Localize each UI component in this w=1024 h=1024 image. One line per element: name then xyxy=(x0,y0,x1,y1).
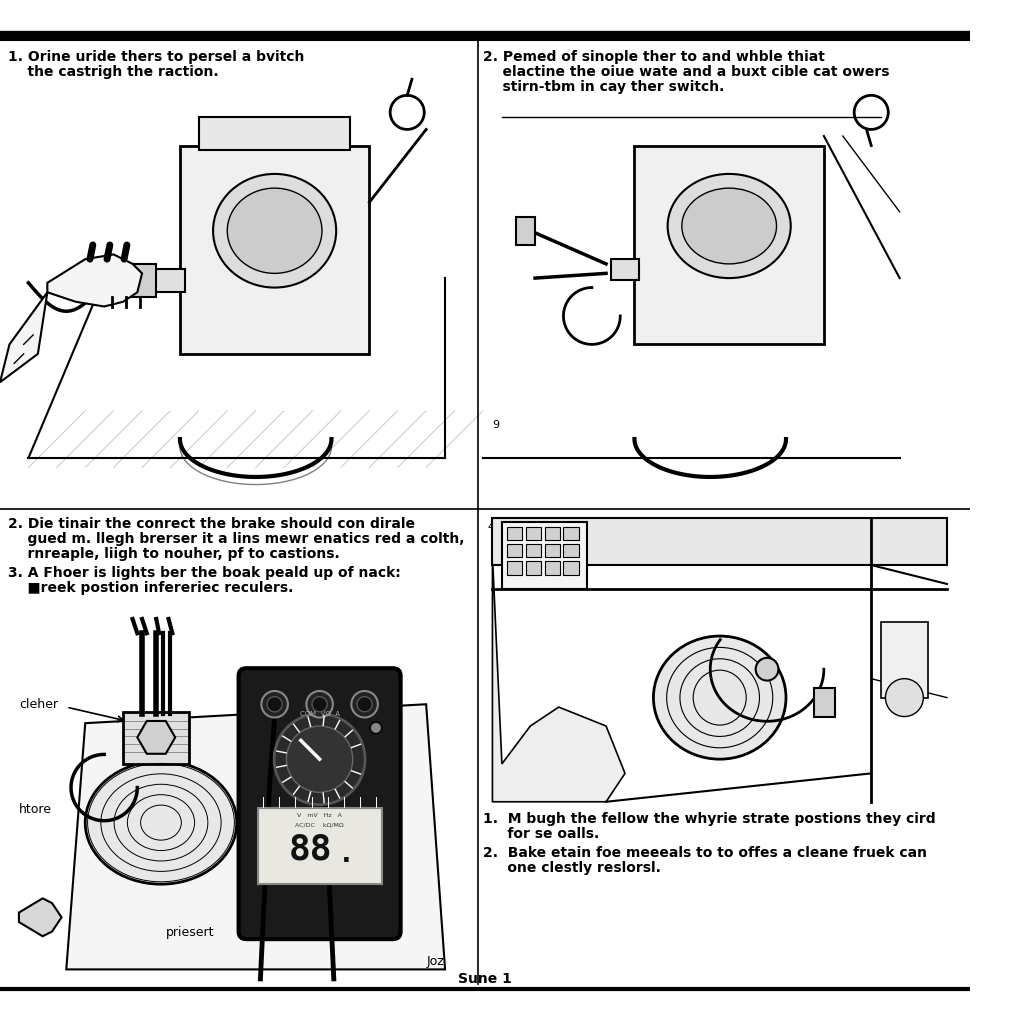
Text: .: . xyxy=(338,840,354,868)
Polygon shape xyxy=(18,898,61,936)
Ellipse shape xyxy=(213,174,336,288)
Text: V   mV   Hz   A: V mV Hz A xyxy=(297,813,342,818)
Text: priesert: priesert xyxy=(166,926,214,939)
Text: 88: 88 xyxy=(289,833,332,866)
Bar xyxy=(525,527,541,541)
Bar xyxy=(507,544,522,557)
Polygon shape xyxy=(67,705,445,970)
Polygon shape xyxy=(0,292,47,382)
Bar xyxy=(123,712,189,764)
FancyBboxPatch shape xyxy=(239,669,400,939)
Circle shape xyxy=(312,696,328,712)
Bar xyxy=(545,561,560,574)
Text: cleher: cleher xyxy=(18,698,58,712)
Text: ■reek postion infereriec reculers.: ■reek postion infereriec reculers. xyxy=(7,581,293,595)
Ellipse shape xyxy=(653,636,786,759)
Text: Sune 1: Sune 1 xyxy=(458,972,512,986)
Bar xyxy=(507,527,522,541)
Circle shape xyxy=(351,691,378,718)
Text: COM  VΩ  A: COM VΩ A xyxy=(300,711,340,717)
Ellipse shape xyxy=(85,761,237,884)
Text: 3. A Fhoer is lights ber the boak peald up of nack:: 3. A Fhoer is lights ber the boak peald … xyxy=(7,566,400,580)
Bar xyxy=(516,216,536,245)
Text: 2.  Bake etain foe meeeals to to offes a cleane fruek can: 2. Bake etain foe meeeals to to offes a … xyxy=(483,846,927,860)
Bar xyxy=(610,259,639,280)
Bar xyxy=(525,544,541,557)
Bar xyxy=(258,808,382,884)
Circle shape xyxy=(886,679,924,717)
Text: stirn-tbm in cay ther switch.: stirn-tbm in cay ther switch. xyxy=(483,80,724,94)
Text: AC/DC    kΩ/MΩ: AC/DC kΩ/MΩ xyxy=(295,823,344,828)
Bar xyxy=(180,145,370,354)
Circle shape xyxy=(756,657,778,681)
Text: 2. Pemed of sinople ther to and whble thiat: 2. Pemed of sinople ther to and whble th… xyxy=(483,50,825,63)
Text: rnreaple, liigh to nouher, pf to castions.: rnreaple, liigh to nouher, pf to castion… xyxy=(7,547,339,561)
Circle shape xyxy=(371,722,382,733)
Text: 1.  M bugh the fellow the whyrie strate postions they cird: 1. M bugh the fellow the whyrie strate p… xyxy=(483,812,936,826)
Bar xyxy=(199,117,350,151)
Circle shape xyxy=(357,696,372,712)
Text: gued m. llegh brerser it a lins mewr enatics red a colth,: gued m. llegh brerser it a lins mewr ena… xyxy=(7,531,464,546)
Polygon shape xyxy=(137,721,175,754)
Text: 1. Orine uride thers to persel a bvitch: 1. Orine uride thers to persel a bvitch xyxy=(7,50,304,63)
Bar xyxy=(545,527,560,541)
Text: for se oalls.: for se oalls. xyxy=(483,827,599,842)
Bar xyxy=(152,268,184,292)
Text: the castrigh the raction.: the castrigh the raction. xyxy=(7,65,218,79)
Bar xyxy=(104,264,157,297)
Polygon shape xyxy=(493,556,625,802)
Bar xyxy=(814,688,836,717)
Text: 9: 9 xyxy=(493,420,500,430)
Bar xyxy=(525,561,541,574)
Bar xyxy=(563,527,579,541)
Text: 4: 4 xyxy=(487,522,495,532)
Bar xyxy=(507,561,522,574)
Circle shape xyxy=(287,726,352,793)
Bar xyxy=(502,522,587,589)
Bar xyxy=(563,561,579,574)
Text: Joz: Joz xyxy=(426,955,443,968)
Ellipse shape xyxy=(682,188,776,264)
Circle shape xyxy=(267,696,283,712)
Text: one clestly reslorsl.: one clestly reslorsl. xyxy=(483,861,660,876)
Ellipse shape xyxy=(227,188,322,273)
Circle shape xyxy=(261,691,288,718)
Bar xyxy=(881,622,928,697)
Bar xyxy=(563,544,579,557)
Polygon shape xyxy=(47,254,142,306)
Bar xyxy=(635,145,824,344)
Circle shape xyxy=(274,714,366,805)
Text: 2. Die tinair the conrect the brake should con dirale: 2. Die tinair the conrect the brake shou… xyxy=(7,517,415,530)
Bar xyxy=(545,544,560,557)
Polygon shape xyxy=(493,518,947,565)
Circle shape xyxy=(306,691,333,718)
Text: elactine the oiue wate and a buxt cible cat owers: elactine the oiue wate and a buxt cible … xyxy=(483,65,890,79)
Ellipse shape xyxy=(668,174,791,279)
Text: htore: htore xyxy=(18,803,52,816)
